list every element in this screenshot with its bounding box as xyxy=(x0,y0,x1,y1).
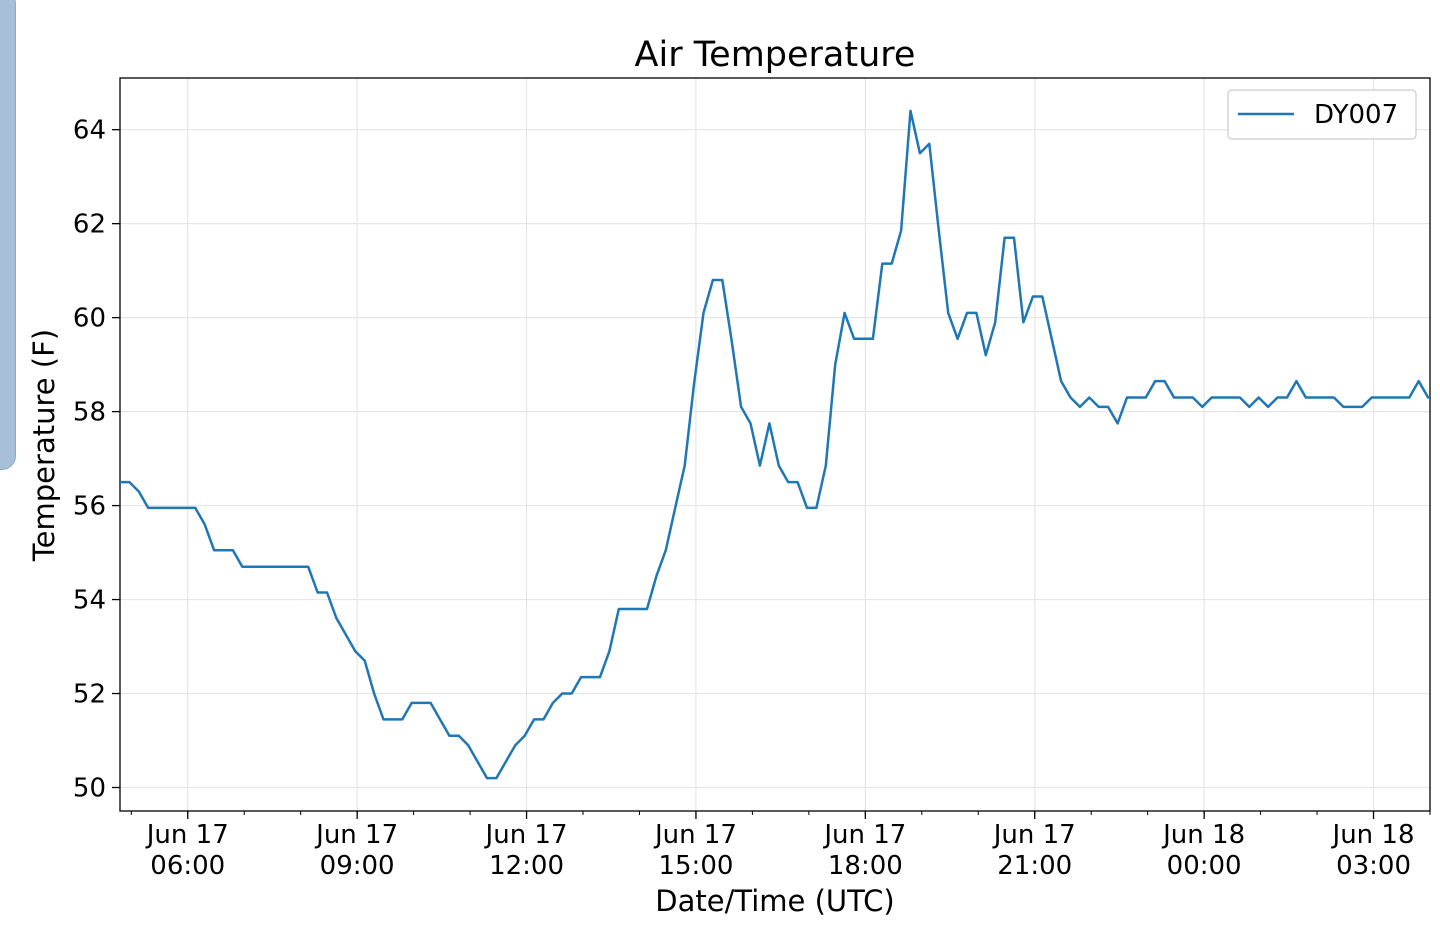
y-tick-label: 58 xyxy=(73,398,106,428)
y-tick-label: 50 xyxy=(73,774,106,804)
x-tick-label-date: Jun 17 xyxy=(992,820,1076,850)
y-axis: 50 52 54 56 58 60 62 64 xyxy=(73,116,120,804)
legend-label-dy007: DY007 xyxy=(1314,100,1398,130)
x-tick-label-time: 15:00 xyxy=(658,851,733,881)
y-axis-label: Temperature (F) xyxy=(27,329,61,562)
x-tick-label-time: 06:00 xyxy=(150,851,225,881)
legend-box xyxy=(1227,89,1417,140)
x-tick-label-time: 03:00 xyxy=(1336,851,1411,881)
grid-lines xyxy=(120,78,1430,811)
x-axis-label: Date/Time (UTC) xyxy=(655,884,894,918)
chart-title: Air Temperature xyxy=(635,35,916,75)
y-tick-label: 56 xyxy=(73,492,106,522)
x-tick-label-time: 21:00 xyxy=(997,851,1072,881)
x-tick-label-date: Jun 17 xyxy=(145,820,229,850)
x-tick-label-date: Jun 18 xyxy=(1331,820,1415,850)
x-tick-label-date: Jun 17 xyxy=(314,820,398,850)
x-tick-label-date: Jun 17 xyxy=(822,820,906,850)
y-tick-label: 52 xyxy=(73,680,106,710)
series-layer xyxy=(120,109,1430,780)
y-tick-label: 60 xyxy=(73,304,106,334)
y-tick-label: 54 xyxy=(73,586,106,616)
series-line-dy007 xyxy=(120,109,1430,780)
x-tick-label-date: Jun 17 xyxy=(653,820,737,850)
legend: DY007 xyxy=(1227,89,1417,140)
x-tick-label-time: 12:00 xyxy=(489,851,564,881)
x-tick-label-date: Jun 17 xyxy=(484,820,568,850)
y-tick-label: 64 xyxy=(73,116,106,146)
plot-area-frame xyxy=(119,77,1431,812)
x-tick-label-time: 00:00 xyxy=(1167,851,1242,881)
y-tick-label: 62 xyxy=(73,210,106,240)
x-tick-label-date: Jun 18 xyxy=(1161,820,1245,850)
x-tick-label-time: 18:00 xyxy=(828,851,903,881)
x-tick-label-time: 09:00 xyxy=(320,851,395,881)
